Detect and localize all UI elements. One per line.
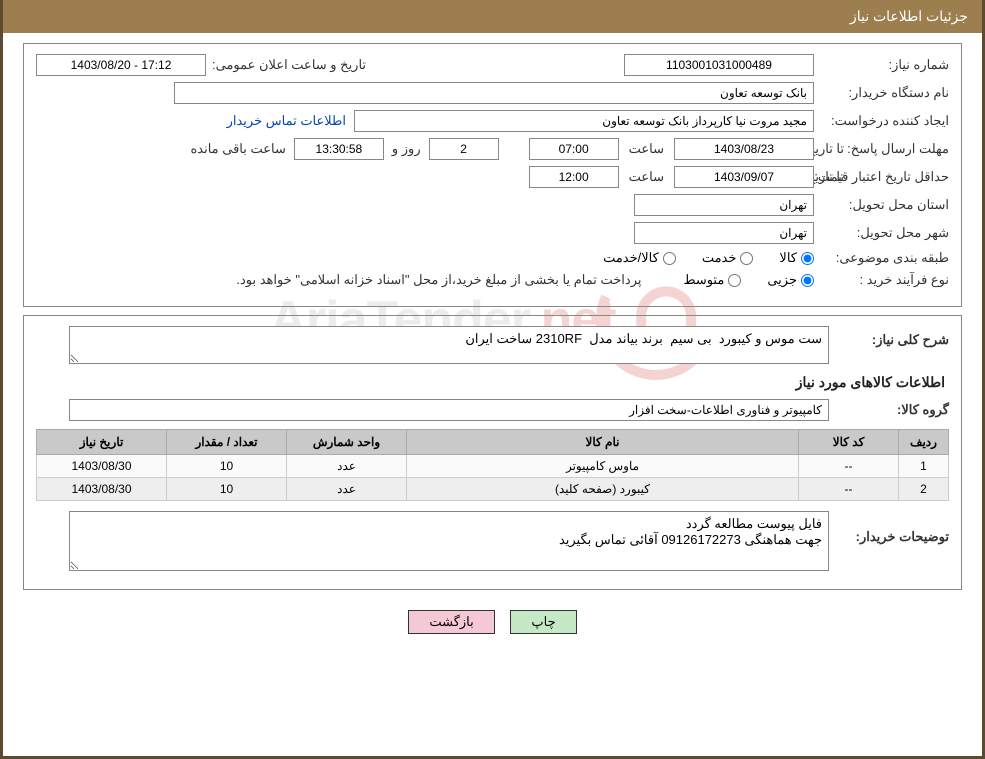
radio-goods-service-label: کالا/خدمت (603, 250, 659, 266)
print-button[interactable]: چاپ (510, 610, 576, 634)
page-title-bar: جزئیات اطلاعات نیاز (3, 0, 982, 33)
cell-qty: 10 (167, 478, 287, 501)
to-date-label-1: تا تاریخ: (814, 141, 844, 157)
requester-field[interactable] (354, 110, 814, 132)
goods-group-field[interactable] (69, 399, 829, 421)
radio-goods[interactable] (801, 252, 814, 265)
col-qty: تعداد / مقدار (167, 430, 287, 455)
reply-date-field[interactable] (674, 138, 814, 160)
radio-partial[interactable] (801, 274, 814, 287)
button-row: چاپ بازگشت (23, 598, 962, 646)
col-code: کد کالا (799, 430, 899, 455)
cell-unit: عدد (287, 478, 407, 501)
radio-service[interactable] (740, 252, 753, 265)
need-number-field[interactable] (624, 54, 814, 76)
radio-goods-service[interactable] (663, 252, 676, 265)
buyer-notes-label: توضیحات خریدار: (829, 511, 949, 545)
info-fieldset: شماره نیاز: تاریخ و ساعت اعلان عمومی: نا… (23, 43, 962, 307)
reply-time-field[interactable] (529, 138, 619, 160)
cell-row: 1 (899, 455, 949, 478)
subject-class-label: طبقه بندی موضوعی: (814, 250, 949, 266)
cell-code: -- (799, 455, 899, 478)
announce-datetime-label: تاریخ و ساعت اعلان عمومی: (206, 57, 366, 73)
items-section-title: اطلاعات کالاهای مورد نیاز (40, 374, 945, 391)
cell-name: ماوس کامپیوتر (407, 455, 799, 478)
cell-unit: عدد (287, 455, 407, 478)
price-validity-date-field[interactable] (674, 166, 814, 188)
radio-partial-label: جزیی (767, 272, 797, 288)
payment-note: پرداخت تمام یا بخشی از مبلغ خرید،از محل … (230, 272, 661, 288)
buyer-org-field[interactable] (174, 82, 814, 104)
time-remaining-label: ساعت باقی مانده (182, 141, 293, 157)
goods-group-label: گروه کالا: (829, 402, 949, 418)
main-frame: جزئیات اطلاعات نیاز شماره نیاز: تاریخ و … (0, 0, 985, 759)
remain-days-field[interactable] (429, 138, 499, 160)
radio-service-label: خدمت (702, 250, 737, 266)
content-area: شماره نیاز: تاریخ و ساعت اعلان عمومی: نا… (3, 33, 982, 656)
radio-medium-label: متوسط (683, 272, 724, 288)
cell-date: 1403/08/30 (37, 455, 167, 478)
details-fieldset: شرح کلی نیاز: اطلاعات کالاهای مورد نیاز … (23, 315, 962, 590)
delivery-city-field[interactable] (634, 222, 814, 244)
page-title: جزئیات اطلاعات نیاز (850, 8, 968, 24)
requester-label: ایجاد کننده درخواست: (814, 113, 949, 129)
col-date: تاریخ نیاز (37, 430, 167, 455)
remain-time-field[interactable] (294, 138, 384, 160)
purchase-type-radio-group: جزیی متوسط (661, 272, 814, 288)
buyer-org-label: نام دستگاه خریدار: (814, 85, 949, 101)
delivery-province-field[interactable] (634, 194, 814, 216)
hour-label-2: ساعت (619, 169, 674, 185)
hour-label-1: ساعت (619, 141, 674, 157)
announce-datetime-field[interactable] (36, 54, 206, 76)
col-unit: واحد شمارش (287, 430, 407, 455)
table-row: 2 -- کیبورد (صفحه کلید) عدد 10 1403/08/3… (37, 478, 949, 501)
items-table: ردیف کد کالا نام کالا واحد شمارش تعداد /… (36, 429, 949, 501)
radio-medium[interactable] (728, 274, 741, 287)
back-button[interactable]: بازگشت (408, 610, 494, 634)
to-date-label-2: تا تاریخ: (814, 169, 844, 185)
col-row: ردیف (899, 430, 949, 455)
need-desc-textarea[interactable] (69, 326, 829, 364)
price-validity-time-field[interactable] (529, 166, 619, 188)
subject-class-radio-group: کالا خدمت کالا/خدمت (581, 250, 814, 266)
table-row: 1 -- ماوس کامپیوتر عدد 10 1403/08/30 (37, 455, 949, 478)
delivery-city-label: شهر محل تحویل: (814, 225, 949, 241)
purchase-type-label: نوع فرآیند خرید : (814, 272, 949, 288)
cell-name: کیبورد (صفحه کلید) (407, 478, 799, 501)
cell-row: 2 (899, 478, 949, 501)
need-desc-label: شرح کلی نیاز: (829, 326, 949, 348)
need-number-label: شماره نیاز: (814, 57, 949, 73)
buyer-notes-textarea[interactable] (69, 511, 829, 571)
col-name: نام کالا (407, 430, 799, 455)
days-and-label: روز و (384, 141, 429, 157)
radio-goods-label: کالا (779, 250, 797, 266)
cell-date: 1403/08/30 (37, 478, 167, 501)
cell-qty: 10 (167, 455, 287, 478)
delivery-province-label: استان محل تحویل: (814, 197, 949, 213)
reply-deadline-label: مهلت ارسال پاسخ: (844, 141, 949, 157)
cell-code: -- (799, 478, 899, 501)
buyer-contact-link[interactable]: اطلاعات تماس خریدار (219, 113, 354, 129)
